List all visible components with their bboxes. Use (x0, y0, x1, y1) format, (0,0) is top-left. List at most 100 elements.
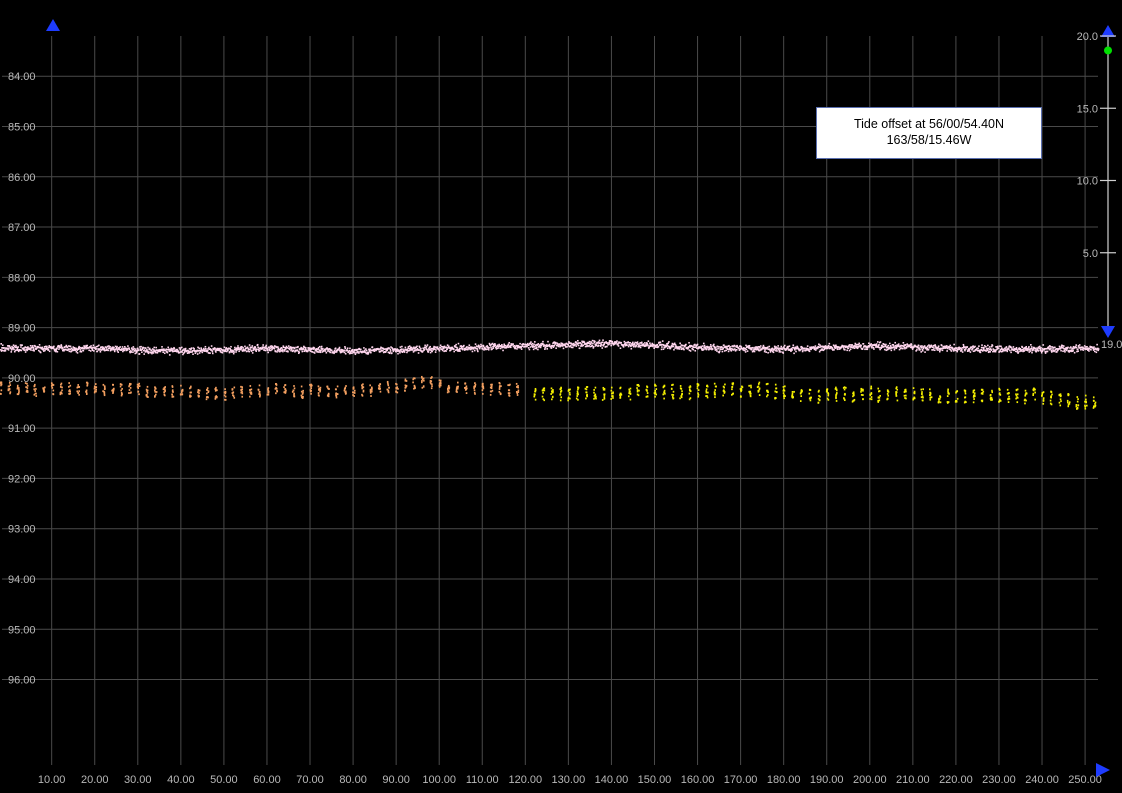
sounding-point (1050, 403, 1053, 406)
sounding-point (988, 348, 991, 351)
sounding-point (517, 391, 520, 394)
sounding-point (77, 348, 80, 351)
sounding-point (679, 387, 682, 390)
sounding-point (638, 385, 640, 387)
slider-bottom-arrow-icon[interactable] (1101, 326, 1115, 338)
sounding-point (463, 344, 465, 347)
sounding-point (3, 347, 6, 349)
sounding-point (464, 386, 467, 389)
sounding-point (103, 391, 106, 394)
sounding-point (232, 391, 234, 394)
sounding-point (258, 384, 261, 387)
sounding-point (910, 344, 913, 346)
sounding-point (929, 394, 931, 397)
sounding-point (532, 345, 535, 347)
sounding-point (224, 349, 226, 351)
sounding-point (304, 349, 306, 351)
sounding-point (722, 385, 725, 388)
sounding-point (289, 346, 292, 348)
sounding-point (159, 350, 162, 353)
sounding-point (477, 350, 479, 353)
sounding-point (904, 397, 906, 399)
sounding-point (895, 391, 898, 394)
sounding-point (237, 346, 240, 349)
sounding-point (799, 392, 802, 395)
sounding-point (781, 348, 784, 351)
sounding-points (0, 339, 1100, 410)
sounding-point (551, 395, 554, 398)
sounding-point (622, 346, 625, 348)
triangle-right-icon[interactable] (1096, 763, 1110, 777)
sounding-point (645, 343, 647, 346)
sounding-point (441, 349, 444, 352)
x-tick-label: 60.00 (253, 774, 281, 786)
sounding-point (854, 342, 857, 345)
sounding-point (663, 391, 665, 394)
sounding-point (146, 389, 149, 392)
sounding-point (671, 393, 673, 396)
sounding-point (328, 350, 331, 353)
sounding-point (999, 350, 1002, 352)
sounding-point (783, 395, 785, 398)
sounding-point (887, 344, 890, 347)
sounding-point (1092, 347, 1095, 350)
sounding-point (86, 344, 89, 347)
sounding-point (103, 394, 106, 397)
sounding-point (1066, 399, 1069, 402)
sounding-point (282, 350, 284, 353)
sounding-point (640, 344, 642, 347)
sounding-point (739, 395, 742, 398)
sounding-point (210, 345, 213, 347)
sounding-point (658, 341, 661, 344)
sounding-point (990, 345, 993, 348)
sounding-point (156, 352, 159, 354)
sounding-point (754, 348, 757, 351)
sounding-point (477, 346, 480, 348)
sounding-point (730, 350, 733, 352)
sounding-point (727, 350, 730, 353)
sounding-point (1040, 350, 1043, 353)
sounding-point (587, 341, 590, 344)
sounding-point (15, 344, 17, 347)
slider-handle-circle-icon[interactable] (1104, 46, 1112, 55)
sounding-point (58, 348, 60, 350)
sounding-point (749, 347, 752, 349)
sounding-point (599, 342, 601, 344)
sounding-point (501, 343, 503, 346)
sounding-point (69, 345, 72, 348)
sounding-point (265, 345, 267, 348)
sounding-point (534, 398, 537, 401)
depth-slider[interactable]: 20.015.010.05.0 19.0 (1077, 25, 1122, 351)
sounding-point (379, 350, 382, 353)
sounding-point (646, 386, 649, 389)
sounding-point (539, 344, 542, 347)
sounding-point (774, 383, 777, 386)
y-tick-label: 92.00 (8, 473, 36, 485)
slider-top-arrow-icon[interactable] (1101, 25, 1115, 37)
sounding-point (577, 339, 579, 342)
sounding-point (974, 345, 976, 348)
sounding-point (801, 346, 804, 349)
sounding-point (588, 340, 591, 343)
sounding-point (792, 346, 795, 349)
sounding-point (1017, 352, 1019, 354)
sounding-point (1023, 350, 1026, 352)
sounding-point (44, 345, 47, 348)
sounding-point (567, 388, 570, 391)
sounding-point (526, 345, 528, 348)
sounding-point (771, 347, 774, 350)
sounding-point (1047, 347, 1050, 350)
sounding-point (550, 387, 553, 390)
sounding-point (220, 347, 222, 350)
sounding-point (903, 390, 906, 393)
sounding-point (146, 391, 149, 394)
sounding-point (403, 351, 406, 353)
triangle-up-icon[interactable] (46, 19, 60, 31)
sounding-point (275, 346, 278, 348)
sounding-point (500, 345, 502, 347)
sounding-point (424, 344, 426, 347)
sounding-point (23, 347, 26, 349)
sounding-point (395, 387, 398, 390)
sounding-point (206, 388, 208, 391)
